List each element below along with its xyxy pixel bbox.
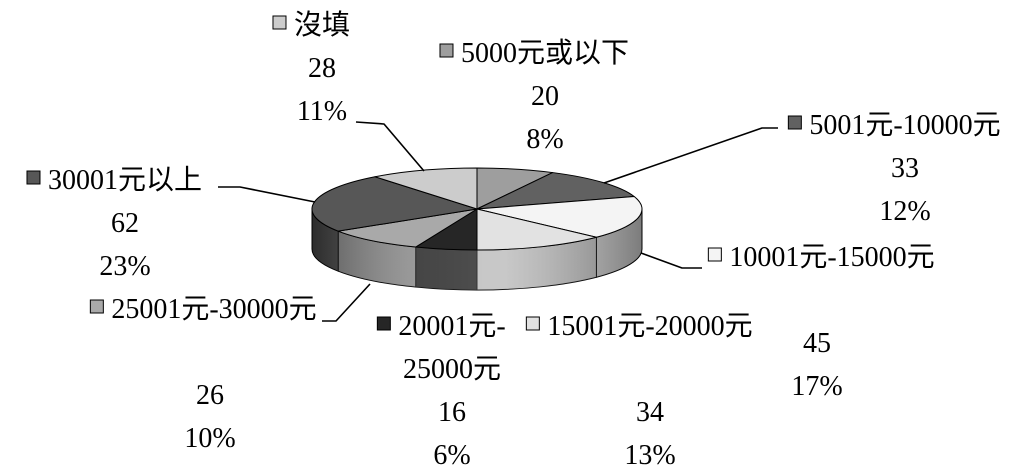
legend-marker — [272, 15, 287, 30]
slice-label-group-0: 5000元或以下 20 8% — [439, 37, 629, 155]
legend-marker — [525, 316, 540, 331]
slice-percent-label: 13% — [624, 440, 675, 471]
slice-label-group-7: 沒填 28 11% — [272, 9, 350, 127]
leader-line-5001-10000 — [603, 127, 778, 184]
slice-percent-label: 23% — [99, 251, 150, 282]
slice-value-label: 45 — [803, 328, 831, 359]
slice-labels: 5000元或以下 20 8% 5001元-10000元 33 12% 10001元-1500… — [26, 9, 1001, 471]
legend-marker — [376, 316, 391, 331]
slice-percent-label: 17% — [791, 371, 842, 402]
slice-category-label: 20001元-25000元 — [398, 311, 505, 385]
slice-label-group-2: 10001元-15000元 45 17% — [707, 242, 935, 402]
pie-slice-5 — [337, 208, 478, 248]
slice-category-label: 25001元-30000元 — [111, 294, 316, 325]
legend-marker — [707, 247, 722, 262]
leader-line-25001-30000 — [322, 283, 371, 322]
slice-category-label: 5001元-10000元 — [809, 110, 1000, 141]
legend-marker — [787, 115, 802, 130]
pie-slice-3 — [476, 208, 597, 251]
slice-category-label: 15001元-20000元 — [547, 311, 752, 342]
legend-marker — [89, 299, 104, 314]
slice-label-group-6: 30001元以上 62 23% — [26, 165, 202, 282]
slice-percent-label: 6% — [433, 440, 470, 471]
slice-value-label: 20 — [531, 81, 559, 112]
pie-top-faces — [311, 167, 643, 251]
slice-value-label: 34 — [636, 397, 664, 428]
leader-line-10001-15000 — [640, 252, 702, 269]
slice-category-label: 5000元或以下 — [461, 37, 629, 69]
pie-slice-1 — [476, 172, 635, 210]
slice-value-label: 28 — [308, 53, 336, 84]
slice-percent-label: 8% — [526, 124, 563, 155]
slice-percent-label: 12% — [879, 196, 930, 227]
slice-value-label: 33 — [891, 153, 919, 184]
leader-line-30001-plus — [218, 186, 316, 203]
slice-label-group-5: 25001元-30000元 26 10% — [89, 294, 317, 454]
slice-category-label: 沒填 — [294, 9, 350, 41]
slice-value-label: 26 — [196, 380, 224, 411]
slice-value-label: 16 — [438, 397, 466, 428]
slice-percent-label: 10% — [184, 423, 235, 454]
slice-category-label: 30001元以上 — [48, 165, 202, 196]
slice-label-group-3: 15001元-20000元 34 13% — [525, 311, 753, 471]
leader-lines — [218, 121, 778, 322]
pie-slice-2 — [476, 196, 643, 238]
slice-label-group-1: 5001元-10000元 33 12% — [787, 110, 1001, 227]
slice-label-group-4: 20001元-25000元 16 6% — [376, 311, 506, 471]
legend-marker — [26, 170, 41, 185]
leader-line-no-answer — [355, 121, 425, 172]
pie-slice-side-4 — [415, 246, 478, 291]
legend-marker — [439, 43, 454, 58]
slice-category-label: 10001元-15000元 — [729, 242, 934, 273]
slice-value-label: 62 — [111, 208, 139, 239]
slice-percent-label: 11% — [297, 96, 347, 127]
